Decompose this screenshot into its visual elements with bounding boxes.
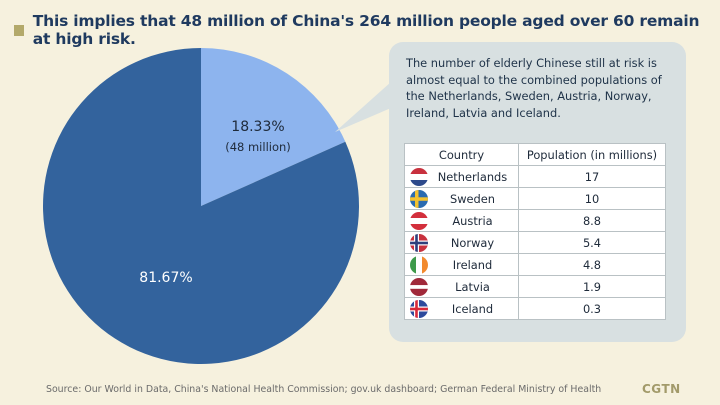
country-name: Iceland	[451, 301, 494, 316]
country-name: Latvia	[455, 279, 490, 294]
population-value: 8.8	[518, 209, 666, 232]
population-value: 5.4	[518, 231, 666, 254]
slice-label-remaining-percent: 81.67%	[139, 270, 192, 286]
slice-label-high-risk-count: (48 million)	[225, 140, 291, 154]
population-table: Country Population (in millions) Netherl…	[404, 143, 666, 320]
population-value: 17	[518, 165, 666, 188]
country-name: Netherlands	[437, 169, 508, 184]
title-bar: This implies that 48 million of China's …	[14, 12, 720, 48]
population-value: 10	[518, 187, 666, 210]
table-row: Netherlands 17	[404, 165, 666, 188]
latvia-flag-icon	[410, 277, 428, 296]
population-value: 4.8	[518, 253, 666, 276]
header-country: Country	[404, 143, 519, 166]
chart-title: This implies that 48 million of China's …	[32, 12, 700, 48]
population-value: 1.9	[518, 275, 666, 298]
cgtn-logo: CGTN	[642, 382, 681, 396]
table-row: Austria 8.8	[404, 209, 666, 232]
ireland-flag-icon	[410, 255, 428, 274]
iceland-flag-icon	[410, 299, 428, 318]
country-name: Norway	[450, 235, 495, 250]
callout-text: The number of elderly Chinese still at r…	[406, 56, 662, 120]
header-population: Population (in millions)	[518, 143, 666, 166]
table-row: Latvia 1.9	[404, 275, 666, 298]
table-row: Sweden 10	[404, 187, 666, 210]
table-row: Norway 5.4	[404, 231, 666, 254]
netherlands-flag-icon	[410, 167, 428, 186]
country-name: Ireland	[452, 257, 493, 272]
pie-slice-high-risk	[201, 48, 346, 206]
norway-flag-icon	[410, 233, 428, 252]
population-value: 0.3	[518, 297, 666, 320]
table-row: Iceland 0.3	[404, 297, 666, 320]
source-note: Source: Our World in Data, China's Natio…	[46, 384, 602, 395]
country-name: Sweden	[449, 191, 495, 206]
slice-label-high-risk-percent: 18.33%	[231, 119, 284, 135]
austria-flag-icon	[410, 211, 428, 230]
country-name: Austria	[452, 213, 493, 228]
sweden-flag-icon	[410, 189, 428, 208]
pie-slice-remaining	[43, 48, 360, 365]
table-header-row: Country Population (in millions)	[404, 143, 666, 166]
title-marker	[14, 24, 24, 36]
table-row: Ireland 4.8	[404, 253, 666, 276]
